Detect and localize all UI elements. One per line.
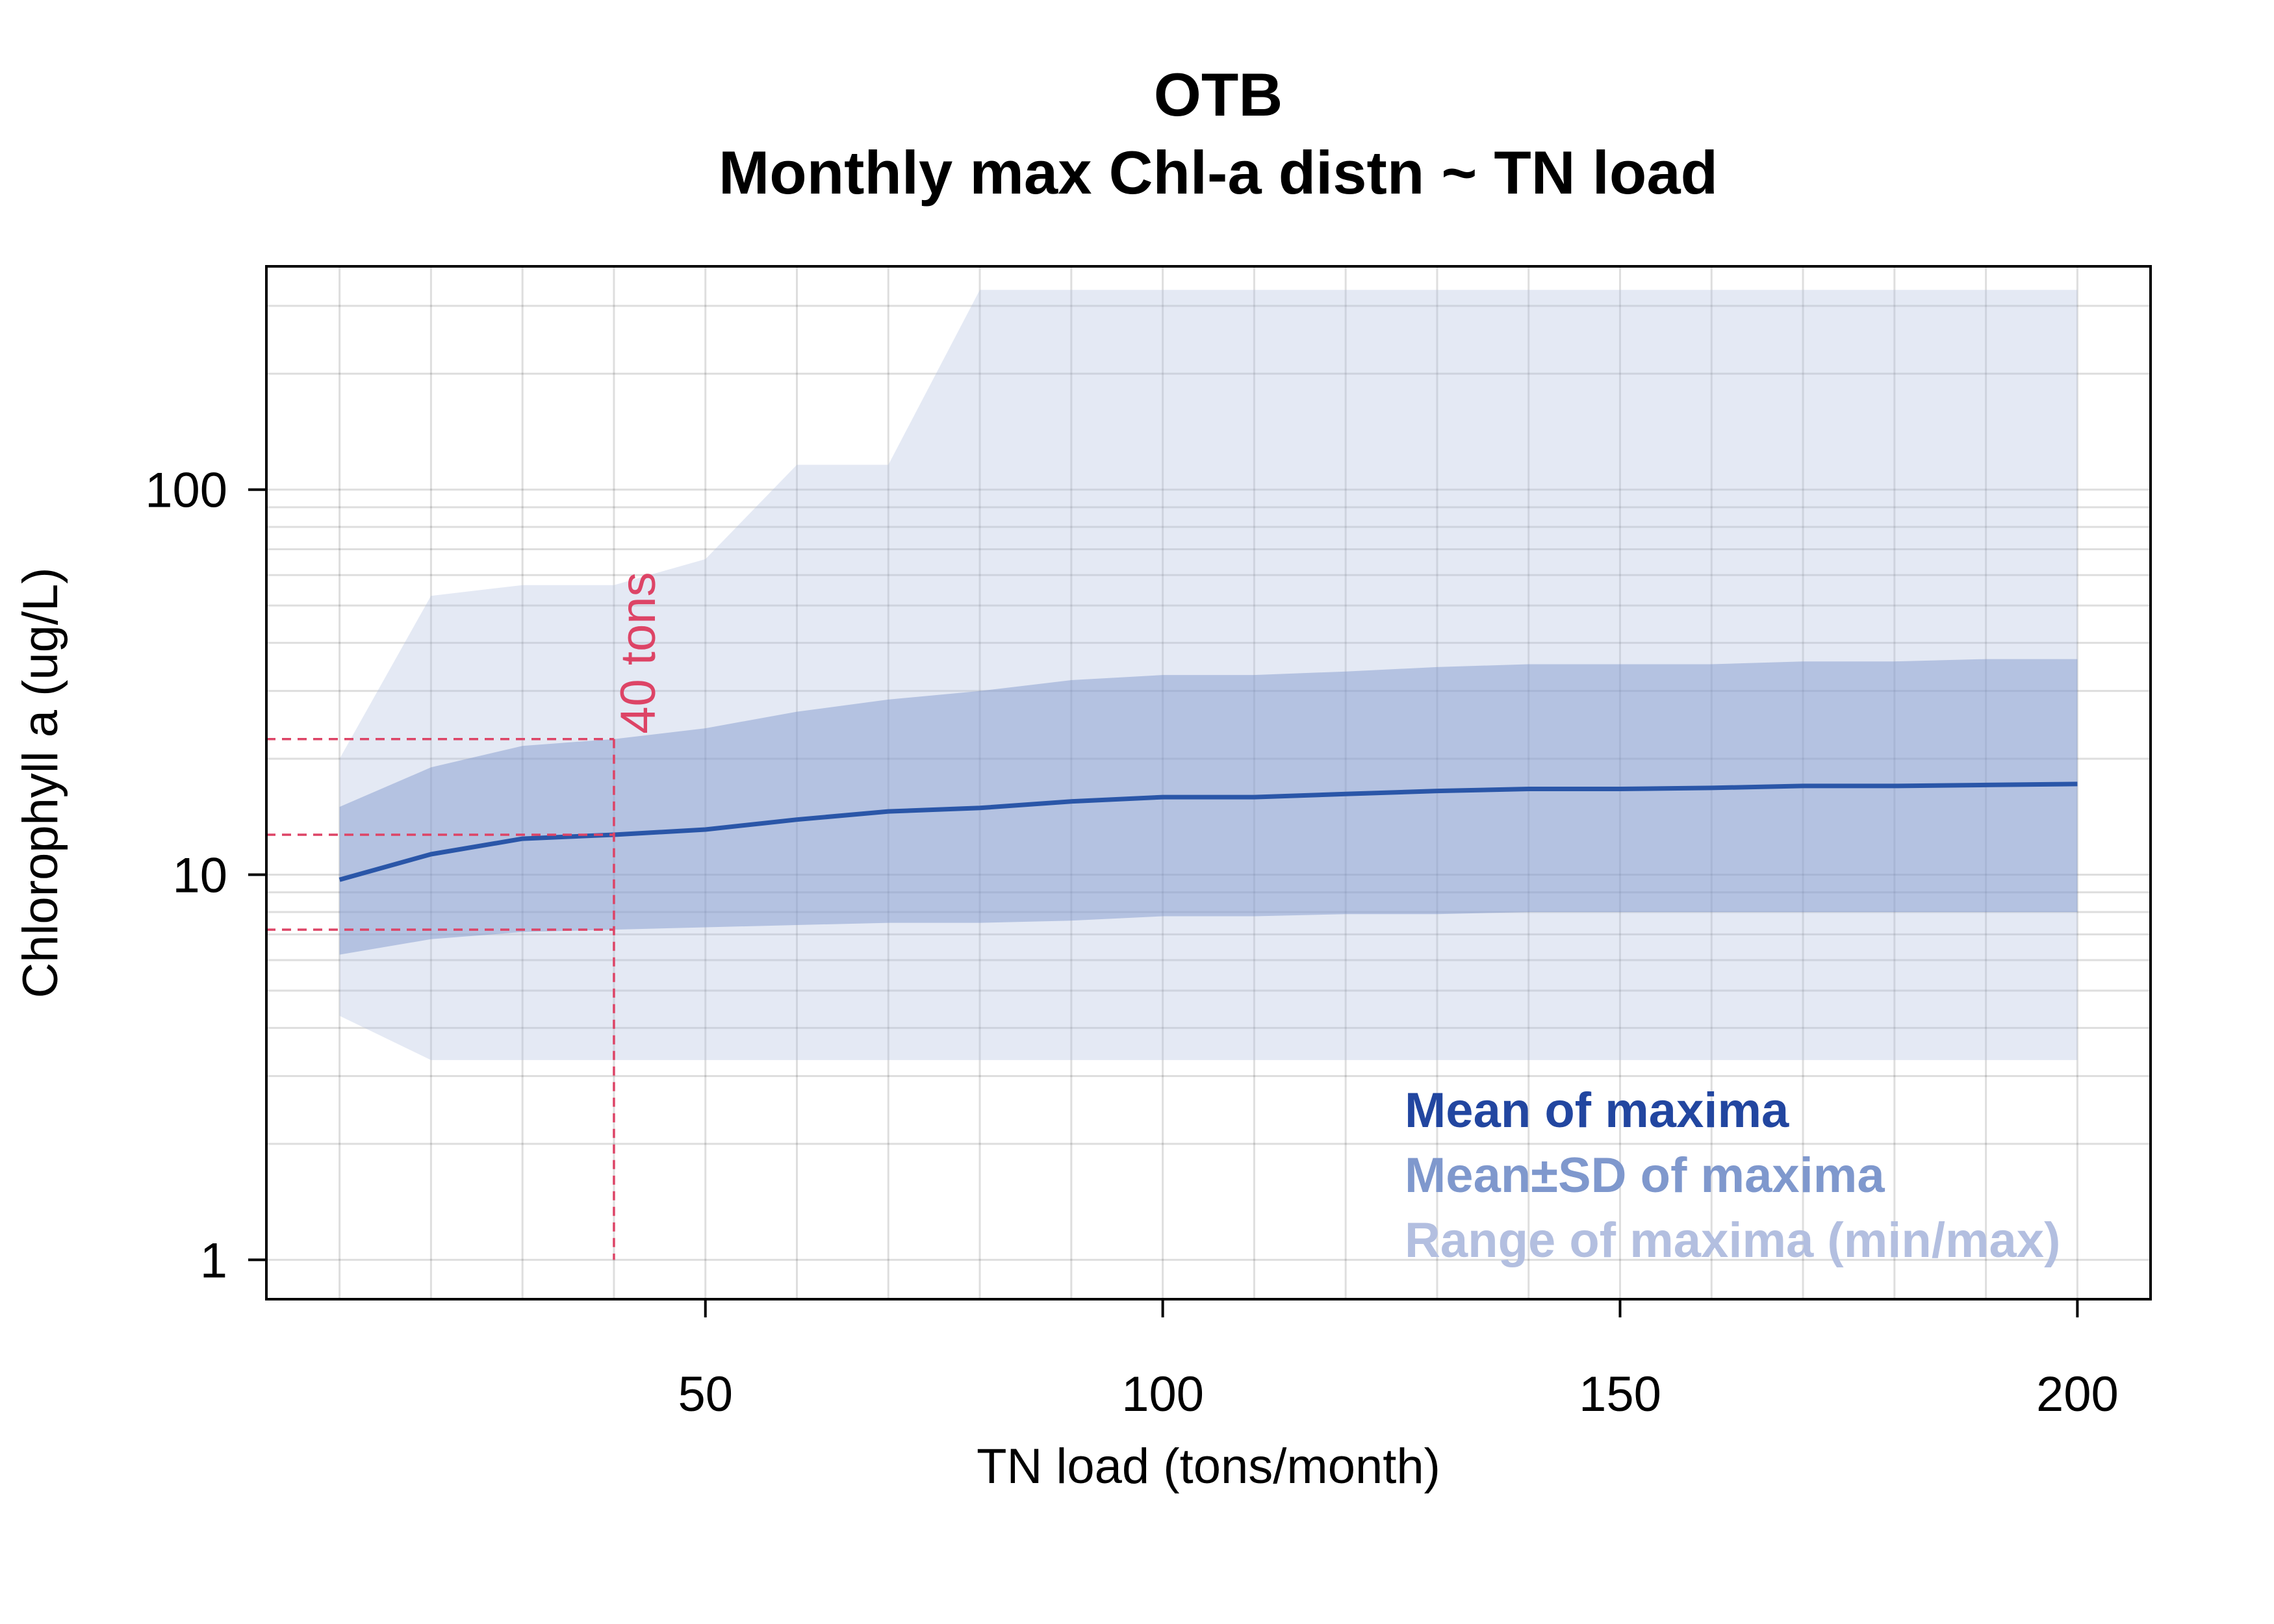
legend-entry-mean: Mean of maxima xyxy=(1405,1083,1789,1138)
x-tick-label: 100 xyxy=(1121,1367,1204,1422)
x-tick-label: 150 xyxy=(1579,1367,1661,1422)
plot-frame xyxy=(265,265,2152,1300)
y-tick-label: 1 xyxy=(200,1233,227,1288)
y-tick-label: 100 xyxy=(145,463,227,518)
legend-entry-sd: Mean±SD of maxima xyxy=(1405,1148,1885,1203)
range-band xyxy=(339,290,2078,1060)
legend: Mean of maxima Mean±SD of maxima Range o… xyxy=(1405,1083,2060,1268)
chart-title: OTB xyxy=(1154,60,1283,129)
annotation-layer: 40 tons xyxy=(266,572,666,1260)
annotation-label: 40 tons xyxy=(611,572,666,733)
sd-band xyxy=(339,659,2078,955)
bands xyxy=(339,290,2078,1060)
grid xyxy=(266,266,2151,1299)
y-tick-label: 10 xyxy=(172,848,227,904)
x-axis-label: TN load (tons/month) xyxy=(977,1439,1440,1494)
legend-entry-range: Range of maxima (min/max) xyxy=(1405,1213,2060,1268)
chart-subtitle: Monthly max Chl-a distn ~ TN load xyxy=(719,138,1718,207)
x-tick-label: 200 xyxy=(2036,1367,2119,1422)
y-axis-label: Chlorophyll a (ug/L) xyxy=(13,567,68,998)
x-tick-label: 50 xyxy=(678,1367,733,1422)
axis-ticks: 50 100 150 200 1 10 100 xyxy=(145,463,2119,1422)
mean-line xyxy=(339,781,2078,882)
